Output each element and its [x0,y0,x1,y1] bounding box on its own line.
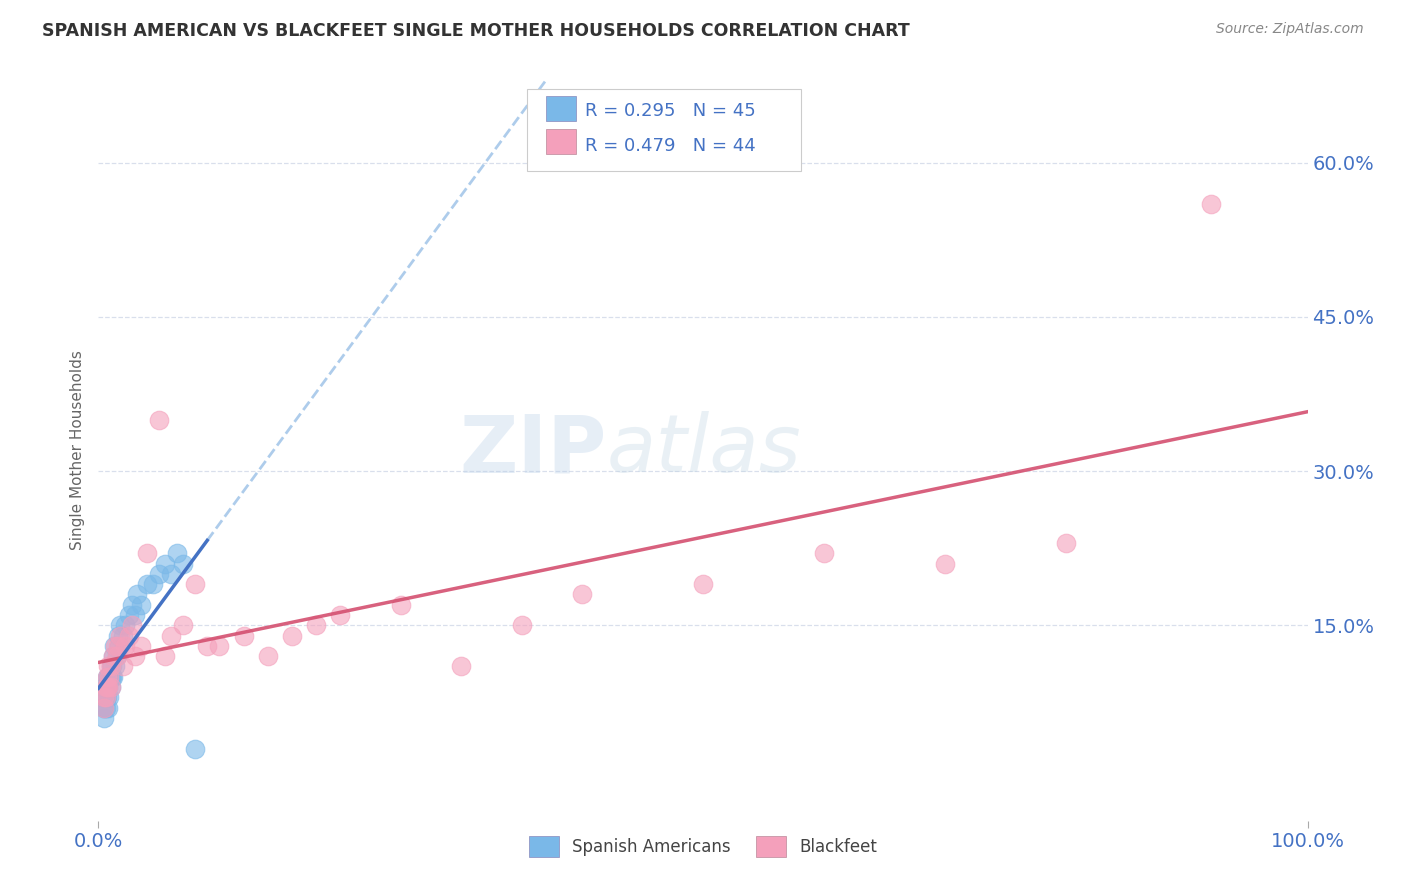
Point [118,607,141,622]
Point [124,649,146,664]
Point [571,587,593,601]
Point [107,639,129,653]
Point [450,659,472,673]
Point [1054,536,1077,550]
Point [232,629,254,643]
Point [100,659,122,673]
Point [97,670,120,684]
Point [97,659,120,673]
Point [100,680,122,694]
Point [153,557,176,571]
Point [107,629,129,643]
Text: Source: ZipAtlas.com: Source: ZipAtlas.com [1216,22,1364,37]
Point [96,680,118,694]
Text: R = 0.479   N = 44: R = 0.479 N = 44 [585,137,755,155]
Point [93,680,115,694]
Text: ZIP: ZIP [458,411,606,490]
Point [160,629,183,643]
Point [195,639,218,653]
Point [98,670,121,684]
Point [114,639,136,653]
Text: SPANISH AMERICAN VS BLACKFEET SINGLE MOTHER HOUSEHOLDS CORRELATION CHART: SPANISH AMERICAN VS BLACKFEET SINGLE MOT… [42,22,910,40]
Point [111,659,134,673]
Point [98,670,121,684]
Y-axis label: Single Mother Households: Single Mother Households [70,351,86,550]
Point [172,618,194,632]
Point [1199,196,1222,211]
Point [105,649,128,664]
Point [281,629,304,643]
Point [96,680,118,694]
Point [101,649,124,664]
Text: atlas: atlas [606,411,801,490]
Point [94,680,117,694]
Point [100,680,122,694]
Point [135,546,157,560]
Point [129,598,152,612]
Point [94,680,117,694]
Point [100,659,122,673]
Point [118,629,141,643]
Point [101,649,124,664]
Point [329,607,352,622]
Point [135,577,157,591]
Point [108,629,131,643]
Point [813,546,835,560]
Point [96,670,118,684]
Point [100,670,122,684]
Point [121,618,143,632]
Point [94,690,117,705]
Point [93,700,115,714]
Point [96,690,118,705]
Point [93,690,115,705]
Point [208,639,231,653]
Point [121,598,143,612]
Point [93,711,115,725]
Point [114,618,136,632]
Point [184,741,207,756]
Point [101,670,124,684]
Point [96,670,118,684]
Point [256,649,278,664]
Point [97,700,120,714]
Point [105,649,128,664]
Point [692,577,714,591]
Point [98,690,121,705]
Point [100,659,122,673]
Point [97,680,120,694]
Point [389,598,412,612]
Point [93,700,115,714]
Point [93,690,115,705]
Point [148,566,170,581]
Text: R = 0.295   N = 45: R = 0.295 N = 45 [585,103,755,120]
Point [153,649,176,664]
Point [142,577,165,591]
Point [172,557,194,571]
Legend: Spanish Americans, Blackfeet: Spanish Americans, Blackfeet [522,830,884,864]
Point [93,690,115,705]
Point [510,618,533,632]
Point [127,587,149,601]
Point [94,690,117,705]
Point [129,639,152,653]
Point [108,639,131,653]
Point [160,566,183,581]
Point [934,557,956,571]
Point [111,629,134,643]
Point [166,546,188,560]
Point [97,680,120,694]
Point [103,639,125,653]
Point [104,659,127,673]
Point [100,670,122,684]
Point [104,639,127,653]
Point [108,618,131,632]
Point [184,577,207,591]
Point [124,607,146,622]
Point [305,618,328,632]
Point [148,412,170,426]
Point [93,700,115,714]
Point [94,700,117,714]
